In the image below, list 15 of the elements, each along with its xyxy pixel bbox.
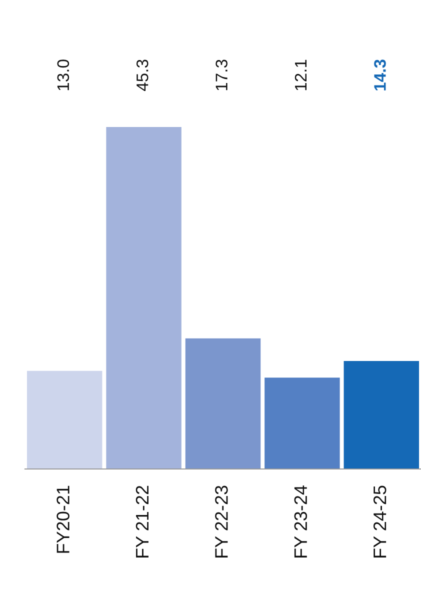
x-tick-label: FY 21-22 <box>136 486 148 558</box>
data-label: 12.1 <box>294 60 307 90</box>
x-tick-label: FY 24-25 <box>373 486 386 558</box>
bar <box>26 370 102 469</box>
bar <box>185 338 261 469</box>
x-tick-label: FY20-21 <box>56 486 70 553</box>
bar <box>344 361 420 469</box>
x-tick-label: FY 22-23 <box>215 486 228 558</box>
data-label: 13.0 <box>57 60 70 90</box>
data-label: 45.3 <box>136 60 148 92</box>
data-label: 17.3 <box>216 60 228 90</box>
bar <box>264 378 340 469</box>
data-label: 14.3 <box>374 60 386 90</box>
x-tick-label: FY 23-24 <box>294 486 308 558</box>
bar <box>106 127 182 469</box>
